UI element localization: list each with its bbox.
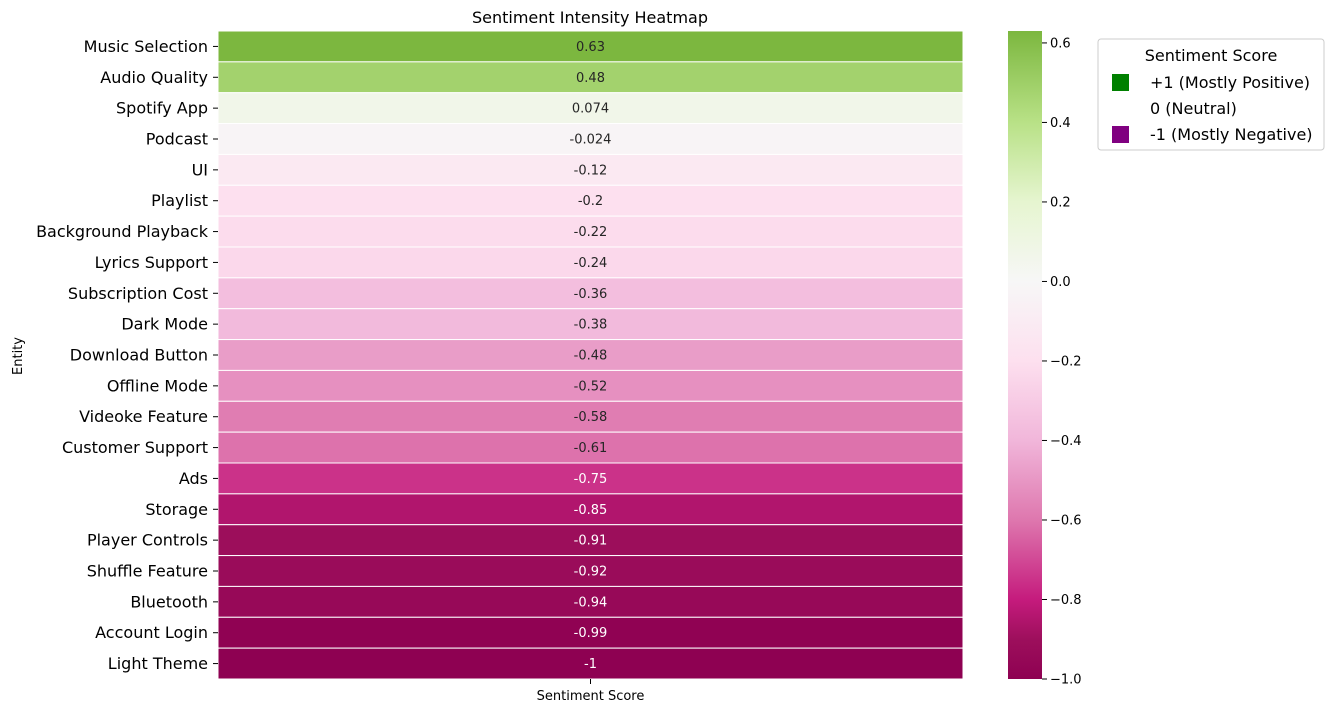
y-tick-label: Bluetooth [130, 592, 208, 611]
cell-value-label: -0.2 [578, 194, 603, 209]
colorbar-ticks: 0.6 0.4 0.2 0.0 −0.2 −0.4 −0.6 −0.8 −1.0 [1042, 36, 1082, 688]
cell-value-label: 0.48 [576, 71, 605, 86]
heatmap-cells [217, 30, 964, 680]
cell-value-label: -0.12 [574, 163, 608, 178]
colorbar-tick-label: 0.0 [1050, 275, 1071, 290]
y-tick-label: Offline Mode [107, 376, 208, 395]
chart-title: Sentiment Intensity Heatmap [472, 8, 708, 27]
y-tick-label: Storage [145, 500, 208, 519]
cell-value-label: -0.75 [574, 472, 608, 487]
colorbar-tick-label: −0.4 [1050, 434, 1082, 449]
y-tick-label: Download Button [70, 346, 208, 365]
heatmap-cell [217, 308, 964, 341]
colorbar-tick-label: −0.8 [1050, 593, 1082, 608]
cell-value-label: -1 [584, 657, 597, 672]
colorbar-tick-label: 0.4 [1050, 116, 1071, 131]
y-tick-label: Account Login [95, 623, 208, 642]
heatmap-cell [217, 123, 964, 155]
legend-entry-label: 0 (Neutral) [1150, 99, 1237, 118]
colorbar-tick-label: 0.2 [1050, 195, 1071, 210]
cell-value-label: -0.91 [574, 534, 608, 549]
cell-value-label: -0.61 [574, 441, 608, 456]
cell-value-label: 0.074 [572, 102, 609, 117]
y-tick-label: Music Selection [84, 37, 208, 56]
cell-value-label: -0.52 [574, 379, 608, 394]
y-tick-label: Player Controls [87, 531, 208, 550]
y-tick-labels: Music Selection Audio Quality Spotify App P… [36, 37, 218, 673]
cell-value-label: -0.024 [570, 133, 612, 148]
y-tick-label: Lyrics Support [95, 253, 208, 272]
colorbar-gradient [1008, 31, 1042, 679]
cell-value-label: -0.22 [574, 225, 608, 240]
x-tick-labels: Sentiment Score [537, 679, 645, 704]
y-tick-label: Customer Support [62, 438, 208, 457]
heatmap-cell [217, 431, 964, 464]
colorbar-tick-label: 0.6 [1050, 36, 1071, 51]
y-tick-label: Ads [179, 469, 208, 488]
y-tick-label: Light Theme [108, 654, 208, 673]
cell-value-label: -0.92 [574, 565, 608, 580]
y-tick-label: Spotify App [116, 99, 208, 118]
cell-value-label: -0.85 [574, 503, 608, 518]
cell-value-label: -0.94 [574, 595, 608, 610]
cell-value-label: -0.99 [574, 626, 608, 641]
colorbar: 0.6 0.4 0.2 0.0 −0.2 −0.4 −0.6 −0.8 −1.0 [1008, 31, 1082, 688]
colorbar-tick-label: −1.0 [1050, 673, 1082, 688]
legend-entry-label: +1 (Mostly Positive) [1150, 73, 1310, 92]
cell-value-label: -0.38 [574, 318, 608, 333]
legend-title: Sentiment Score [1145, 46, 1278, 65]
heatmap-cell [217, 647, 964, 680]
heatmap-cell [217, 339, 964, 371]
legend-swatch [1112, 126, 1129, 143]
colorbar-tick-label: −0.6 [1050, 513, 1082, 528]
y-tick-label: UI [192, 160, 208, 179]
y-axis-label: Entity [11, 337, 26, 375]
heatmap-cell-labels: 0.63 0.48 0.074 -0.024 -0.12 -0.2 -0.22 -0.24 -0… [570, 40, 612, 672]
heatmap-cell [217, 616, 964, 649]
heatmap-cell [217, 92, 964, 125]
y-tick-label: Dark Mode [121, 315, 208, 334]
legend-swatch [1112, 100, 1129, 117]
cell-value-label: -0.48 [574, 349, 608, 364]
y-tick-label: Subscription Cost [68, 284, 208, 303]
legend-entry-label: -1 (Mostly Negative) [1150, 125, 1313, 144]
y-tick-label: Videoke Feature [79, 407, 208, 426]
cell-value-label: 0.63 [576, 40, 605, 55]
legend: Sentiment Score +1 (Mostly Positive) 0 (N… [1097, 38, 1325, 151]
heatmap-cell [217, 30, 964, 63]
heatmap-cell [217, 585, 964, 618]
cell-value-label: -0.24 [574, 256, 608, 271]
colorbar-tick-label: −0.2 [1050, 354, 1082, 369]
heatmap-cell [217, 369, 964, 402]
y-tick-label: Shuffle Feature [87, 562, 208, 581]
heatmap-cell [217, 61, 964, 94]
y-tick-label: Playlist [151, 191, 208, 210]
cell-value-label: -0.58 [574, 410, 608, 425]
legend-frame [1097, 38, 1325, 151]
legend-swatch [1112, 74, 1129, 91]
y-tick-label: Background Playback [36, 222, 209, 241]
cell-value-label: -0.36 [574, 287, 608, 302]
legend-entries: +1 (Mostly Positive) 0 (Neutral) -1 (Mostl… [1112, 73, 1313, 144]
y-tick-label: Podcast [146, 130, 208, 149]
y-tick-label: Audio Quality [100, 68, 208, 87]
x-tick-label: Sentiment Score [537, 689, 645, 704]
